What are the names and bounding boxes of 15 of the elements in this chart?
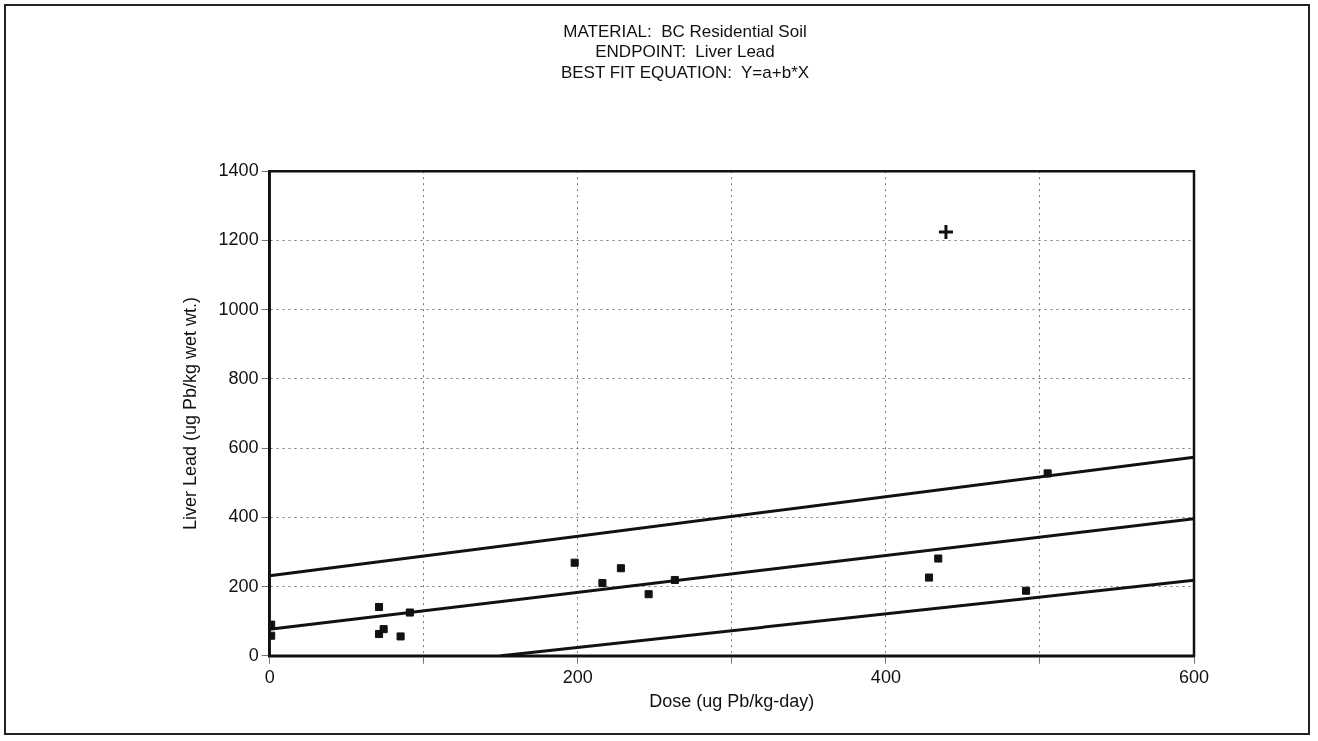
y-tick-label: 200 [228,575,259,596]
y-tick-label: 800 [228,367,259,388]
x-tick-label: 200 [562,666,593,687]
y-tick-label: 400 [228,506,259,527]
x-axis-title: Dose (ug Pb/kg-day) [649,691,815,712]
y-tick-label: 1400 [218,160,259,181]
x-tick-label: 400 [870,666,901,687]
chart-title: MATERIAL: BC Residential Soil ENDPOINT: Liver Lead BEST FIT EQUATION: Y=a+b*X [560,21,810,82]
y-axis-title: Liver Lead (ug Pb/kg wet wt.) [179,296,200,531]
y-tick-label: 600 [228,437,259,458]
x-tick-label: 600 [1178,666,1210,687]
y-tick-label: 1200 [218,229,259,250]
x-tick-label: 0 [264,666,275,687]
y-tick-label: 1000 [218,298,259,319]
y-tick-label: 0 [248,644,259,665]
